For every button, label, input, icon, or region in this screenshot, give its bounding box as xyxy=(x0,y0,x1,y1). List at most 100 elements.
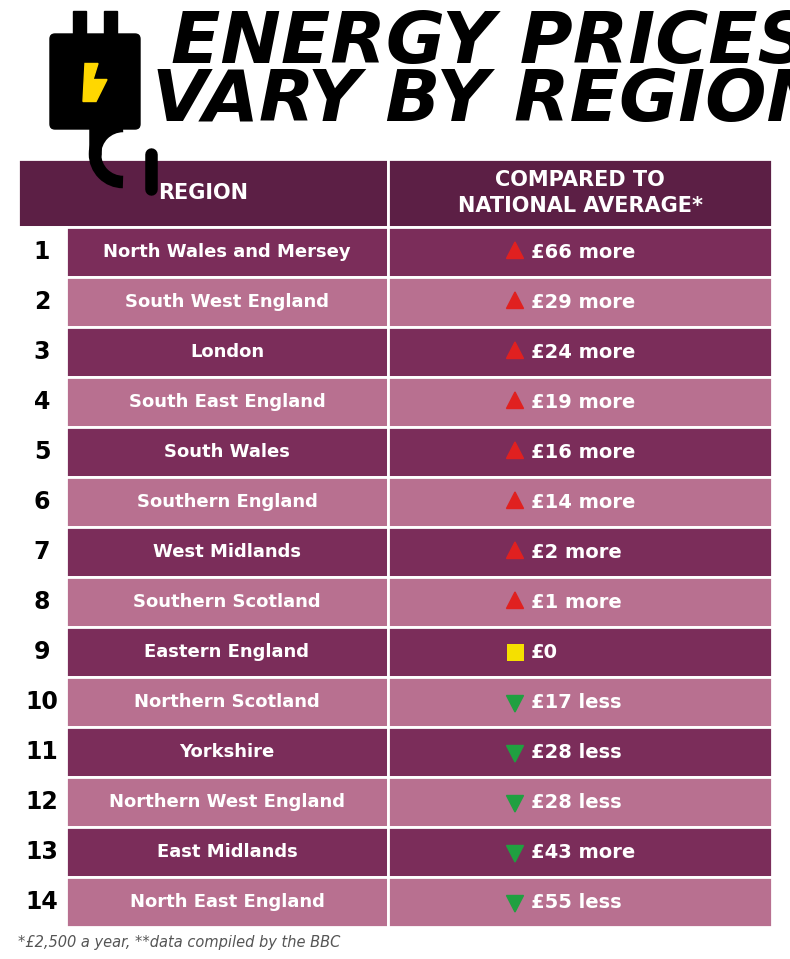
Bar xyxy=(73,11,86,39)
Text: £28 less: £28 less xyxy=(531,742,622,761)
Bar xyxy=(18,777,66,827)
Text: 3: 3 xyxy=(34,340,51,364)
Text: Yorkshire: Yorkshire xyxy=(179,743,275,761)
Text: Northern Scotland: Northern Scotland xyxy=(134,693,320,711)
Text: Eastern England: Eastern England xyxy=(145,643,310,661)
Text: 10: 10 xyxy=(25,690,58,714)
Text: 7: 7 xyxy=(34,540,51,564)
Text: 2: 2 xyxy=(34,290,51,314)
Bar xyxy=(66,827,388,877)
Bar xyxy=(18,727,66,777)
Bar xyxy=(66,627,388,677)
Bar xyxy=(388,777,772,827)
Polygon shape xyxy=(506,242,524,259)
Polygon shape xyxy=(506,392,524,409)
Text: REGION: REGION xyxy=(158,183,248,203)
Text: £66 more: £66 more xyxy=(531,243,635,262)
Bar xyxy=(18,577,66,627)
Text: 1: 1 xyxy=(34,240,51,264)
Bar xyxy=(66,527,388,577)
Text: South West England: South West England xyxy=(125,293,329,311)
Text: 13: 13 xyxy=(25,840,58,864)
Polygon shape xyxy=(506,592,524,609)
Bar xyxy=(18,827,66,877)
Bar xyxy=(18,527,66,577)
Bar xyxy=(388,427,772,477)
Text: VARY BY REGION: VARY BY REGION xyxy=(152,66,790,135)
Text: South East England: South East England xyxy=(129,393,325,411)
Bar xyxy=(66,727,388,777)
Polygon shape xyxy=(506,796,524,812)
Bar xyxy=(66,327,388,377)
Bar xyxy=(388,227,772,277)
Text: Northern West England: Northern West England xyxy=(109,793,345,811)
Bar xyxy=(18,277,66,327)
Polygon shape xyxy=(506,542,524,558)
Text: 11: 11 xyxy=(25,740,58,764)
Text: ENERGY PRICES: ENERGY PRICES xyxy=(171,10,790,79)
Bar xyxy=(66,427,388,477)
Bar xyxy=(388,277,772,327)
Bar xyxy=(18,327,66,377)
Bar xyxy=(388,159,772,227)
Bar xyxy=(18,477,66,527)
Text: £14 more: £14 more xyxy=(531,493,635,511)
Text: North Wales and Mersey: North Wales and Mersey xyxy=(103,243,351,261)
Text: West Midlands: West Midlands xyxy=(153,543,301,561)
Bar xyxy=(66,677,388,727)
Bar xyxy=(388,577,772,627)
Text: £1 more: £1 more xyxy=(531,593,622,612)
Bar xyxy=(18,159,388,227)
Text: £28 less: £28 less xyxy=(531,792,622,811)
Text: £19 more: £19 more xyxy=(531,392,635,411)
Text: East Midlands: East Midlands xyxy=(156,843,297,861)
Text: 9: 9 xyxy=(34,640,51,664)
Text: 14: 14 xyxy=(25,890,58,914)
Bar xyxy=(388,477,772,527)
Text: COMPARED TO
NATIONAL AVERAGE*: COMPARED TO NATIONAL AVERAGE* xyxy=(457,170,702,216)
Text: £55 less: £55 less xyxy=(531,893,622,911)
Text: North East England: North East England xyxy=(130,893,325,911)
Bar xyxy=(388,727,772,777)
Bar xyxy=(66,477,388,527)
Text: 6: 6 xyxy=(34,490,51,514)
Bar xyxy=(388,377,772,427)
Bar xyxy=(388,327,772,377)
Polygon shape xyxy=(506,695,524,712)
Bar xyxy=(18,627,66,677)
Text: Southern Scotland: Southern Scotland xyxy=(134,593,321,611)
Bar xyxy=(388,627,772,677)
Text: £17 less: £17 less xyxy=(531,692,622,712)
Text: 5: 5 xyxy=(34,440,51,464)
Bar xyxy=(388,827,772,877)
Polygon shape xyxy=(506,492,524,508)
Bar xyxy=(388,877,772,927)
Bar xyxy=(66,777,388,827)
Text: £29 more: £29 more xyxy=(531,292,635,312)
Text: 12: 12 xyxy=(25,790,58,814)
Bar xyxy=(104,11,117,39)
Text: £16 more: £16 more xyxy=(531,442,635,461)
Polygon shape xyxy=(506,292,524,309)
Text: South Wales: South Wales xyxy=(164,443,290,461)
Bar xyxy=(18,377,66,427)
Bar xyxy=(66,277,388,327)
Polygon shape xyxy=(506,896,524,912)
Text: 4: 4 xyxy=(34,390,51,414)
Bar xyxy=(18,427,66,477)
Bar xyxy=(66,877,388,927)
Text: 8: 8 xyxy=(34,590,51,614)
Bar xyxy=(388,527,772,577)
Bar xyxy=(66,577,388,627)
Polygon shape xyxy=(83,63,107,102)
Text: £24 more: £24 more xyxy=(531,342,635,362)
Text: £2 more: £2 more xyxy=(531,543,622,562)
FancyBboxPatch shape xyxy=(50,34,140,129)
Bar xyxy=(18,227,66,277)
Bar xyxy=(66,377,388,427)
Bar xyxy=(18,677,66,727)
Polygon shape xyxy=(506,846,524,862)
Text: £43 more: £43 more xyxy=(531,843,635,861)
Polygon shape xyxy=(506,442,524,458)
Bar xyxy=(18,877,66,927)
